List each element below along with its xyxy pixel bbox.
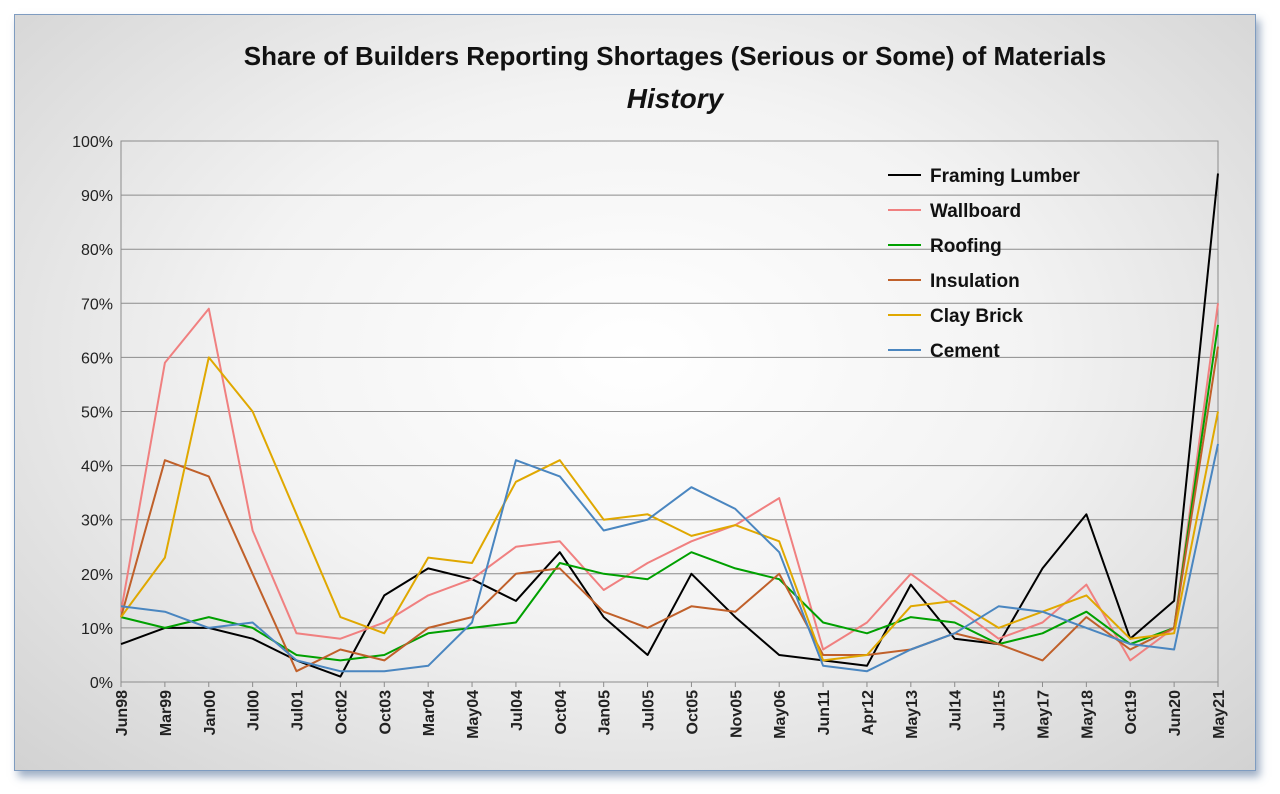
- x-tick-label: Jul15: [992, 690, 1009, 731]
- legend-label-roofing: Roofing: [930, 236, 1002, 257]
- x-tick-label: Oct03: [377, 690, 394, 735]
- y-tick-label: 80%: [81, 242, 113, 259]
- legend-label-framing-lumber: Framing Lumber: [930, 166, 1081, 187]
- series-line-clay-brick: [120, 356, 1219, 662]
- x-tick-label: Jun98: [114, 690, 131, 736]
- x-tick-label: Jul01: [290, 690, 307, 731]
- line-chart: Share of Builders Reporting Shortages (S…: [72, 41, 1228, 739]
- x-axis-ticks: Jun98 Mar99 Jan00 Jul00 Jul01 Oct02 Oct03 Mar04…: [114, 690, 1228, 739]
- x-tick-label: May04: [465, 690, 482, 739]
- x-tick-label: Jan05: [597, 690, 614, 735]
- y-tick-label: 20%: [81, 567, 113, 584]
- x-tick-label: Jul14: [948, 690, 965, 731]
- legend-label-clay-brick: Clay Brick: [930, 306, 1023, 327]
- x-tick-label: Oct04: [553, 690, 570, 735]
- x-tick-label: May17: [1035, 690, 1052, 739]
- legend-label-wallboard: Wallboard: [930, 201, 1021, 222]
- y-axis-ticks: 0% 10% 20% 30% 40% 50% 60% 70% 80% 90% 100%: [72, 134, 113, 692]
- series-line-cement: [120, 443, 1219, 673]
- y-tick-label: 50%: [81, 405, 113, 422]
- x-tick-label: Oct02: [333, 690, 350, 735]
- x-tick-label: Jul05: [641, 690, 658, 731]
- x-tick-label: Mar99: [158, 690, 175, 736]
- series-line-insulation: [120, 346, 1219, 673]
- y-tick-label: 60%: [81, 350, 113, 367]
- chart-subtitle: History: [627, 83, 725, 114]
- x-tick-label: Oct05: [684, 690, 701, 735]
- x-tick-label: Mar04: [421, 690, 438, 736]
- y-tick-label: 100%: [72, 134, 113, 151]
- x-tick-label: Jul04: [509, 690, 526, 731]
- x-tick-label: May06: [772, 690, 789, 739]
- axes: [120, 140, 1219, 687]
- y-tick-label: 70%: [81, 296, 113, 313]
- x-tick-label: Oct19: [1123, 690, 1140, 735]
- x-tick-label: Jun11: [816, 690, 833, 735]
- legend: Framing Lumber Wallboard Roofing Insulation…: [888, 166, 1081, 362]
- series-line-roofing: [120, 324, 1219, 662]
- y-tick-label: 0%: [90, 675, 113, 692]
- x-tick-label: Jul00: [246, 690, 263, 731]
- x-tick-label: Jun20: [1167, 690, 1184, 736]
- x-tick-label: Apr12: [860, 690, 877, 735]
- x-tick-label: May13: [904, 690, 921, 739]
- legend-label-insulation: Insulation: [930, 271, 1020, 292]
- y-tick-label: 10%: [81, 621, 113, 638]
- y-tick-label: 30%: [81, 513, 113, 530]
- y-tick-label: 90%: [81, 188, 113, 205]
- x-tick-label: Jan00: [202, 690, 219, 735]
- series-lines: [120, 173, 1219, 678]
- x-tick-label: May18: [1079, 690, 1096, 739]
- legend-label-cement: Cement: [930, 341, 1000, 362]
- chart-frame: Share of Builders Reporting Shortages (S…: [14, 14, 1256, 771]
- y-tick-label: 40%: [81, 459, 113, 476]
- x-tick-label: May21: [1211, 690, 1228, 739]
- chart-title: Share of Builders Reporting Shortages (S…: [244, 41, 1107, 71]
- x-tick-label: Nov05: [728, 690, 745, 738]
- series-line-wallboard: [120, 303, 1219, 662]
